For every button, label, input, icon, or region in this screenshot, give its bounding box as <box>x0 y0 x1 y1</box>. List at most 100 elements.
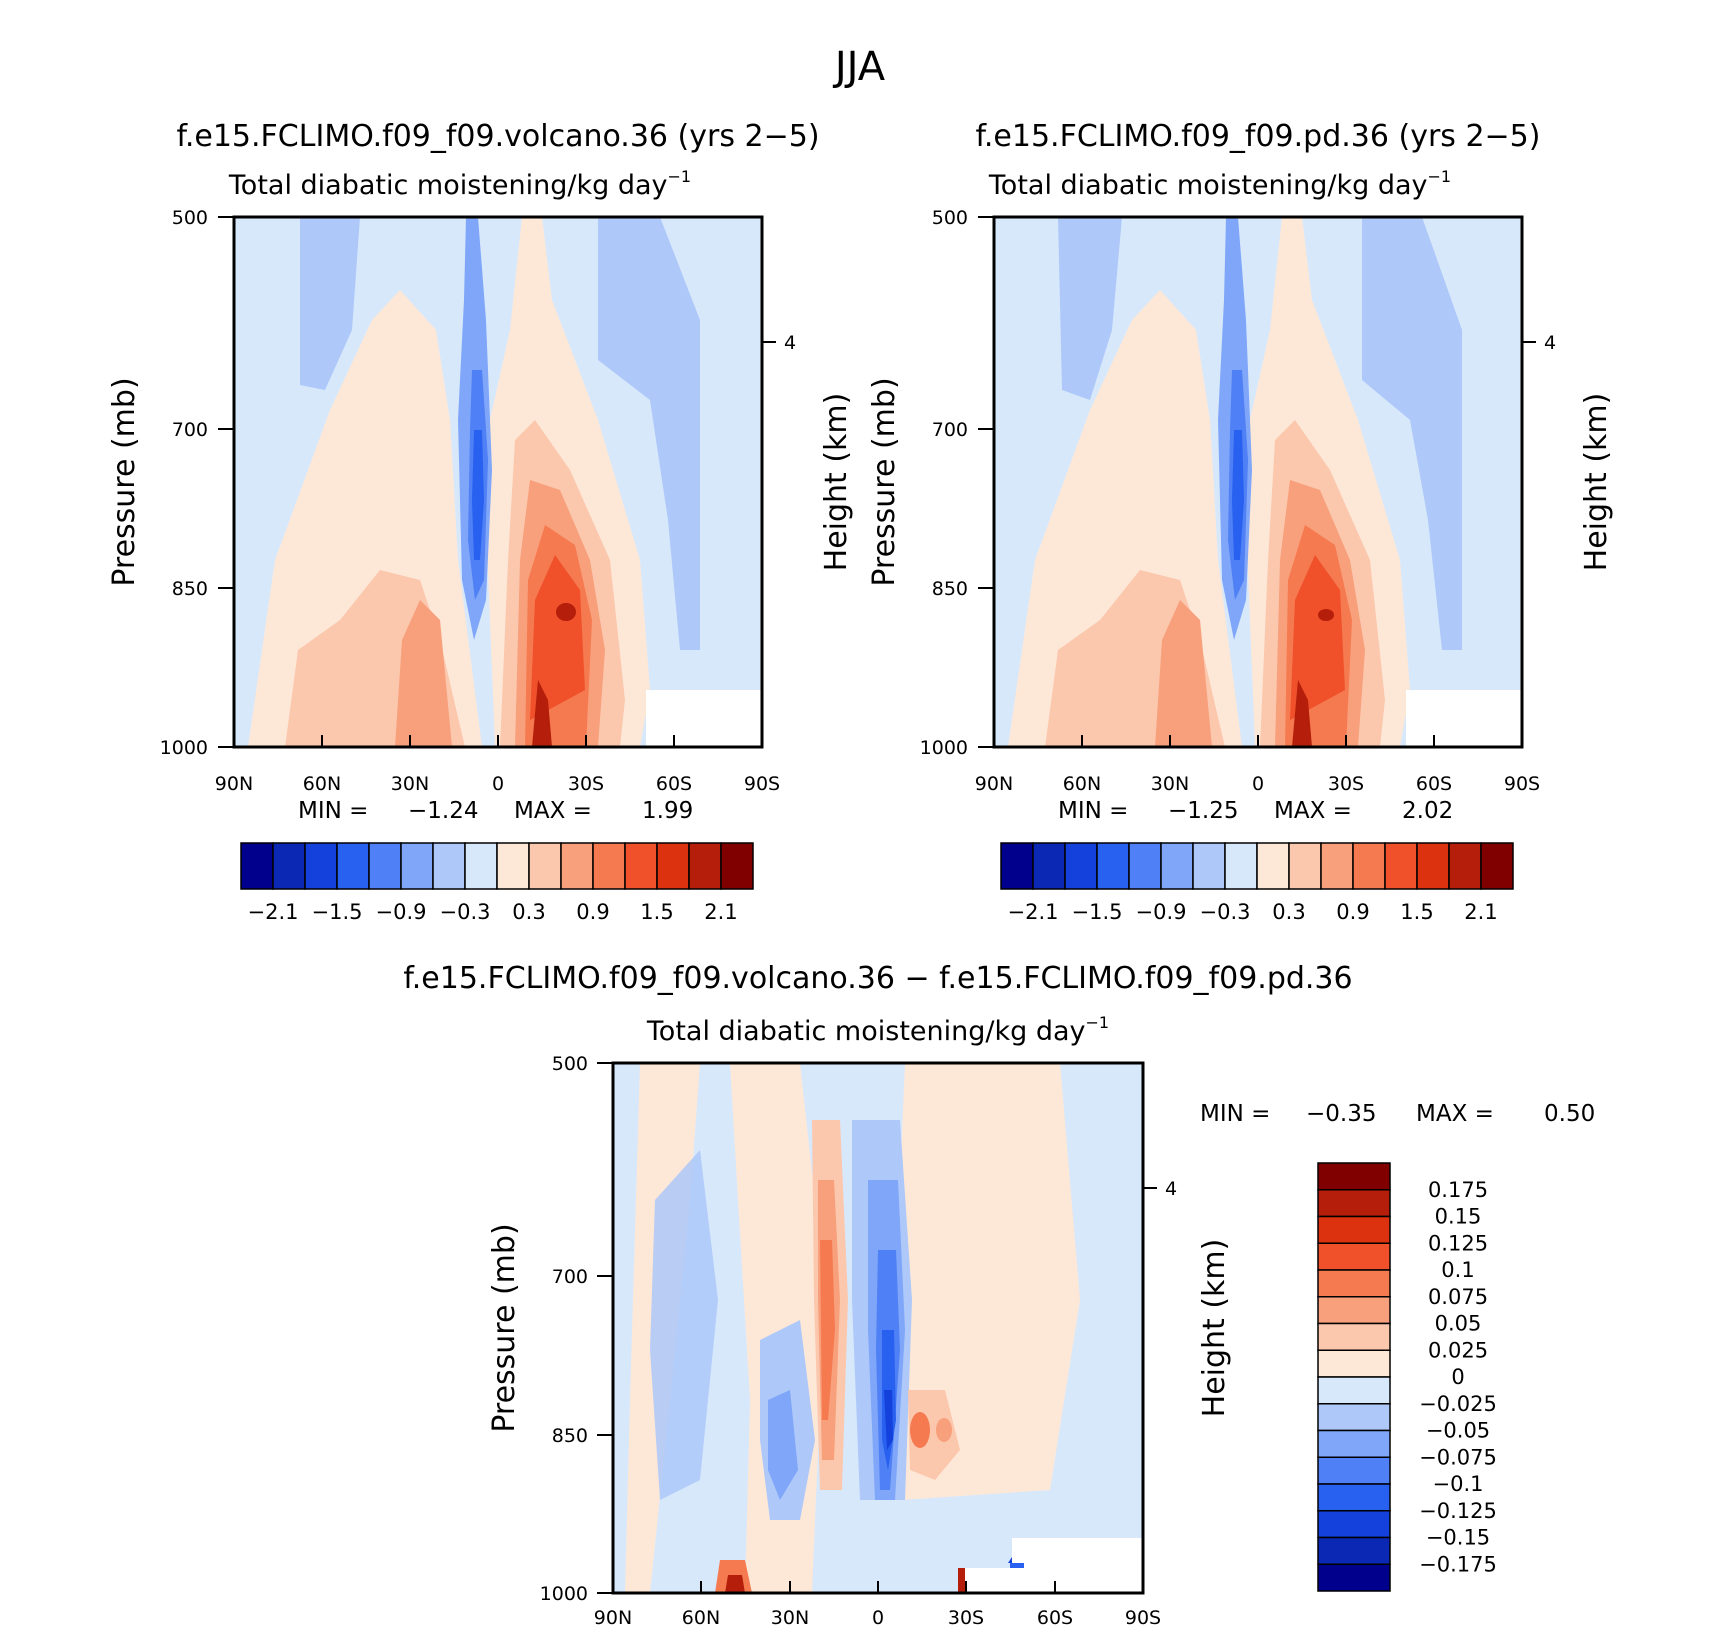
contour-region <box>884 1390 893 1450</box>
panel-title: f.e15.FCLIMO.f09_f09.volcano.36 − f.e15.… <box>403 961 1352 996</box>
colorbar-swatch <box>1317 1296 1391 1325</box>
x-tick-label: 90S <box>744 773 780 795</box>
y-tick-label: 1000 <box>160 737 208 759</box>
colorbar-swatch <box>1192 842 1226 890</box>
x-tick-label: 90N <box>975 773 1013 795</box>
y-tick-label: 700 <box>932 419 968 441</box>
subtitle-text: Total diabatic moistening/kg day <box>228 170 668 201</box>
colorbar-swatch <box>1317 1269 1391 1298</box>
colorbar: −2.1 −1.5 −0.9 −0.3 0.3 0.9 1.5 2.1 <box>1000 842 1514 924</box>
colorbar-swatch <box>592 842 626 890</box>
colorbar-label: −0.175 <box>1419 1552 1497 1576</box>
colorbar-swatch <box>1448 842 1482 890</box>
panel-difference: f.e15.FCLIMO.f09_f09.volcano.36 − f.e15.… <box>403 961 1595 1629</box>
subtitle-text: Total diabatic moistening/kg day <box>646 1016 1086 1047</box>
x-tick-label: 60S <box>1037 1607 1073 1629</box>
x-tick-label: 30S <box>568 773 604 795</box>
colorbar-label: −0.125 <box>1419 1499 1497 1523</box>
contour-region <box>530 555 585 720</box>
colorbar-swatch <box>1317 1483 1391 1512</box>
min-label: MIN = <box>298 798 368 824</box>
contour-region <box>910 1412 930 1448</box>
panel-pd: f.e15.FCLIMO.f09_f09.pd.36 (yrs 2−5) Tot… <box>867 119 1614 924</box>
panel-title: f.e15.FCLIMO.f09_f09.pd.36 (yrs 2−5) <box>976 119 1541 154</box>
x-tick-label: 60N <box>682 1607 720 1629</box>
colorbar-label: −0.075 <box>1419 1445 1497 1469</box>
colorbar-label: 0.175 <box>1428 1178 1488 1202</box>
colorbar-swatch <box>1480 842 1514 890</box>
colorbar-swatch <box>1224 842 1258 890</box>
x-tick-label: 30S <box>948 1607 984 1629</box>
colorbar-label: 0.9 <box>1336 900 1369 924</box>
colorbar-swatch <box>624 842 658 890</box>
colorbar-swatch <box>528 842 562 890</box>
x-axis-ticks <box>993 735 1523 747</box>
x-tick-label: 30S <box>1328 773 1364 795</box>
y-axis-ticks <box>978 216 1536 748</box>
y-tick-label: 500 <box>932 207 968 229</box>
y-tick-label: 500 <box>552 1053 588 1075</box>
contour-region <box>472 430 484 560</box>
subtitle-superscript: −1 <box>668 167 692 186</box>
contour-region <box>1290 555 1345 720</box>
colorbar-swatch <box>1384 842 1418 890</box>
contour-field <box>994 217 1522 747</box>
contour-region <box>820 1240 835 1420</box>
panel-subtitle: Total diabatic moistening/kg day−1 <box>988 167 1451 201</box>
colorbar-swatch <box>1317 1376 1391 1405</box>
colorbar-swatch <box>432 842 466 890</box>
colorbar-label: −1.5 <box>312 900 363 924</box>
colorbar-swatch <box>1317 1510 1391 1539</box>
colorbar-swatch <box>1416 842 1450 890</box>
colorbar-swatch <box>1317 1349 1391 1378</box>
colorbar-swatch <box>1317 1189 1391 1218</box>
colorbar-swatch <box>688 842 722 890</box>
min-label: MIN = <box>1058 798 1128 824</box>
colorbar-label: −0.025 <box>1419 1392 1497 1416</box>
max-label: MAX = <box>1274 798 1352 824</box>
contour-region <box>1155 600 1212 747</box>
contour-region <box>1362 217 1462 650</box>
y-tick-labels: 500 700 850 1000 <box>920 207 968 759</box>
colorbar-label: 0.3 <box>512 900 545 924</box>
colorbar-label: −0.3 <box>1200 900 1251 924</box>
colorbar-swatch <box>1160 842 1194 890</box>
colorbar-label: −0.9 <box>1136 900 1187 924</box>
colorbar-swatch <box>464 842 498 890</box>
y-right-axis-label: Height (km) <box>1197 1239 1232 1418</box>
min-value: −1.25 <box>1168 798 1238 824</box>
panel-title: f.e15.FCLIMO.f09_f09.volcano.36 (yrs 2−5… <box>176 119 819 154</box>
x-tick-label: 30N <box>1151 773 1189 795</box>
x-tick-label: 0 <box>492 773 504 795</box>
min-max-readout: MIN = −1.25 MAX = 2.02 <box>1058 798 1453 824</box>
colorbar-swatch <box>656 842 690 890</box>
x-tick-label: 60S <box>1416 773 1452 795</box>
colorbar-swatch <box>1128 842 1162 890</box>
colorbar-swatch <box>240 842 274 890</box>
colorbar-label: 2.1 <box>1464 900 1497 924</box>
contour-region <box>532 680 552 747</box>
y-tick-label: 700 <box>552 1266 588 1288</box>
max-value: 0.50 <box>1544 1101 1595 1127</box>
colorbar-label: 0.025 <box>1428 1338 1488 1362</box>
colorbar-swatch <box>1064 842 1098 890</box>
y-right-axis-label: Height (km) <box>1579 393 1614 572</box>
subtitle-text: Total diabatic moistening/kg day <box>988 170 1428 201</box>
colorbar-swatch <box>1096 842 1130 890</box>
contour-region <box>395 600 452 747</box>
min-max-readout: MIN = −0.35 MAX = 0.50 <box>1200 1101 1595 1127</box>
x-tick-label: 60N <box>1063 773 1101 795</box>
contour-region <box>598 217 700 650</box>
colorbar-swatch <box>1317 1215 1391 1244</box>
x-tick-label: 90N <box>594 1607 632 1629</box>
subtitle-superscript: −1 <box>1086 1013 1110 1032</box>
colorbar-swatch <box>720 842 754 890</box>
x-axis-ticks <box>233 735 763 747</box>
colorbar-swatch <box>368 842 402 890</box>
colorbar-swatch <box>1317 1322 1391 1351</box>
x-tick-label: 30N <box>391 773 429 795</box>
colorbar-swatch <box>1000 842 1034 890</box>
colorbar: 0.175 0.150.125 0.1 0.075 0.050.025 0 −0.025 −0… <box>1317 1162 1497 1592</box>
colorbar-swatch <box>560 842 594 890</box>
